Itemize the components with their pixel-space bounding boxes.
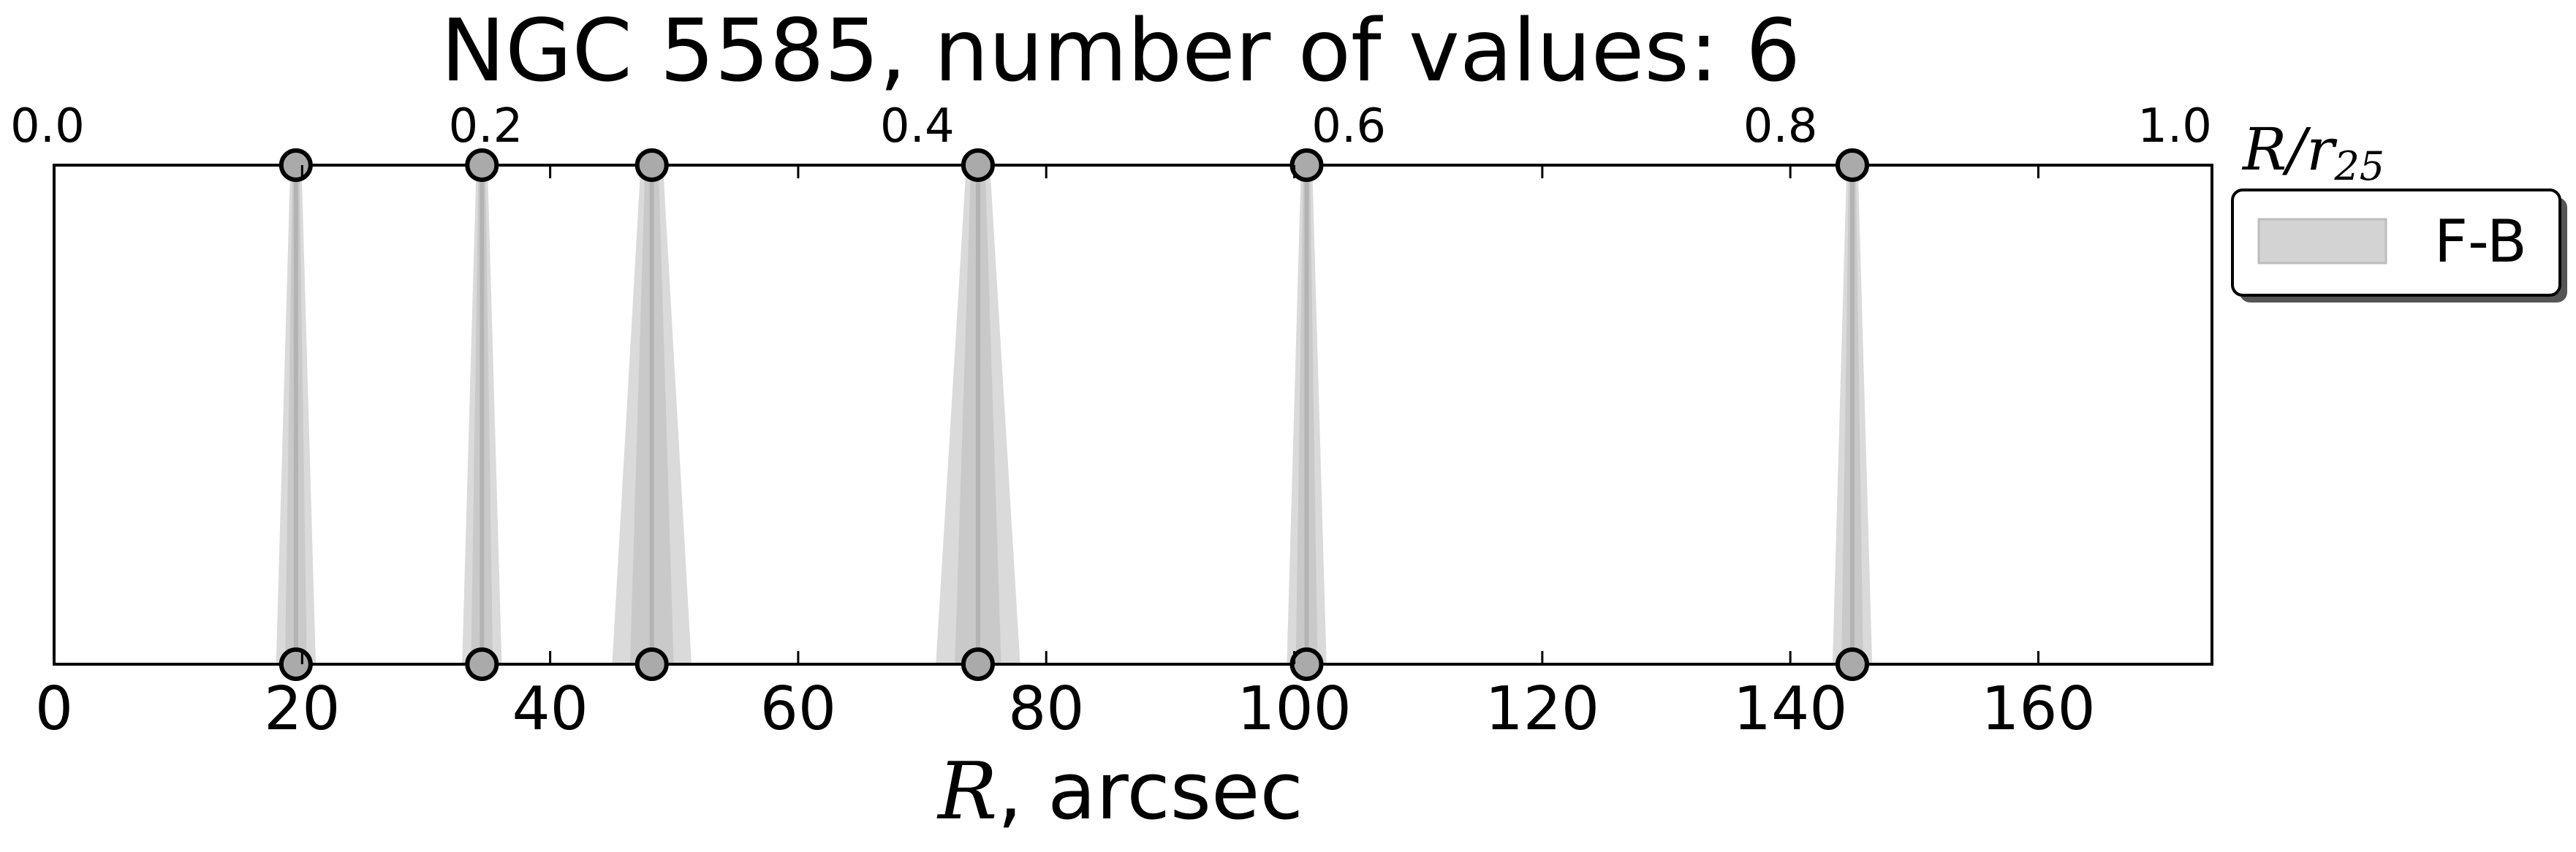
top-axis: 0.0 0.2 0.4 0.6 0.8 1.0 [10,99,2212,153]
x-tick-label-40: 40 [512,674,588,744]
legend-swatch [2257,218,2387,265]
top-tick-label-3: 0.6 [1311,99,1386,153]
top-tick-label-2: 0.4 [880,99,955,153]
marker-4-top [961,148,995,182]
legend-label: F-B [2434,208,2527,275]
marker-5-bottom [1289,647,1324,681]
top-tick-label-5: 1.0 [2137,99,2212,153]
x-axis-label-rest: , arcsec [997,746,1303,837]
x-tick-label-140: 140 [1733,674,1848,744]
marker-3-top [634,148,669,182]
x-tick-label-0: 0 [35,674,73,744]
x-tick-label-80: 80 [1008,674,1084,744]
marker-6-top [1836,148,1869,182]
legend: F-B [2231,189,2567,303]
top-tick-label-0: 0.0 [10,99,85,153]
marker-6-bottom [1836,647,1869,681]
marker-3-bottom [634,647,669,681]
top-axis-label-subscript: 25 [2333,143,2384,189]
radial-lines [293,165,1855,664]
spread-fills [276,165,1873,664]
x-tick-label-120: 120 [1485,674,1600,744]
marker-1-bottom [279,647,313,681]
marker-5-top [1289,148,1324,182]
x-axis-label-symbol: R [936,746,997,837]
x-tick-label-60: 60 [760,674,836,744]
top-tick-label-1: 0.2 [449,99,523,153]
bottom-axis: 0 20 40 60 80 100 120 140 160 [35,165,2096,744]
top-axis-label: R/r25 [2241,115,2384,189]
x-axis-label: R, arcsec [936,746,1303,837]
marker-2-top [465,148,499,182]
marker-4-bottom [961,647,995,681]
chart-title: NGC 5585, number of values: 6 [441,0,1800,101]
markers [279,148,1869,681]
top-axis-label-symbol: R/r [2241,115,2338,183]
x-tick-label-20: 20 [264,674,340,744]
legend-box [2231,189,2561,297]
x-tick-label-100: 100 [1237,674,1352,744]
marker-2-bottom [465,647,499,681]
plot-frame [53,164,2213,666]
marker-1-top [279,148,313,182]
top-tick-label-4: 0.8 [1743,99,1818,153]
x-tick-label-160: 160 [1981,674,2096,744]
